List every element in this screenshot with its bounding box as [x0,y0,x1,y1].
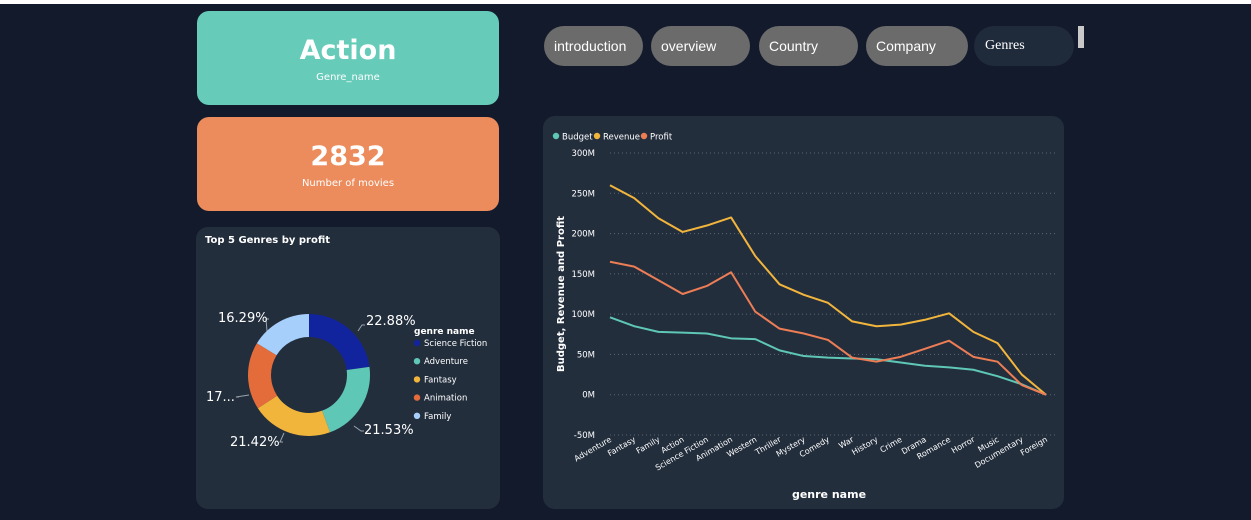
x-tick-label: Family [635,435,662,456]
y-tick-label: 150M [571,270,595,280]
donut-slice [256,314,309,356]
genre-value: Action [299,34,397,66]
genre-card: Action Genre_name [197,11,499,105]
donut-leader-line [353,425,364,432]
donut-legend-item: Fantasy [424,375,457,385]
scrollbar-thumb[interactable] [1078,26,1084,48]
series-line-profit [609,260,1047,396]
donut-leader-line [265,318,269,332]
tab-introduction[interactable]: introduction [544,26,643,66]
donut-legend-item: Adventure [424,357,468,367]
donut-chart: 22.88% 21.53% 21.42% 17... 16.29% genre name S… [206,311,487,450]
donut-legend-item: Family [424,412,451,422]
legend-marker [552,132,560,140]
legend-marker [413,376,421,383]
x-axis-label: genre name [792,488,866,501]
top-border [0,0,1251,4]
x-tick-label: Horror [950,435,977,456]
donut-data-label: 16.29% [218,311,268,326]
legend-marker [413,412,421,419]
legend-marker [413,339,421,347]
donut-slice [309,314,370,370]
line-chart-panel: Budget Revenue Profit 300M 250M 200M 150M 100M 5… [543,116,1064,509]
donut-leader-line [235,394,250,398]
legend-marker [413,394,421,401]
y-tick-label: 250M [571,189,595,199]
donut-chart-panel: Top 5 Genres by profit 22.88% 21.53% 21.42… [196,227,500,509]
donut-data-label: 21.42% [230,435,280,450]
tab-genres[interactable]: Genres [974,26,1074,66]
y-tick-label: 100M [571,310,595,320]
donut-slice [257,395,330,436]
movies-count-value: 2832 [310,140,386,172]
donut-leader-line [357,324,365,332]
y-tick-label: 300M [571,149,595,159]
donut-slice [248,343,278,409]
movies-count-card: 2832 Number of movies [197,117,499,211]
donut-leader-line [279,432,285,443]
tab-overview[interactable]: overview [651,26,750,66]
movies-count-label: Number of movies [301,177,395,189]
legend-marker [413,358,421,365]
donut-legend-item: Science Fiction [424,339,487,349]
legend-marker [593,132,601,140]
donut-data-label: 17... [206,390,235,405]
x-tick-label: Foreign [1019,435,1049,458]
line-legend-item: Budget [562,133,593,143]
x-tick-label: Crime [879,435,904,455]
line-chart: Budget Revenue Profit 300M 250M 200M 150M 100M 5… [552,132,1055,501]
y-tick-label: -50M [574,431,595,441]
legend-marker [640,132,648,140]
series-line-revenue [609,184,1047,396]
y-axis-label: Budget, Revenue and Profit [556,216,567,372]
line-legend-item: Revenue [603,133,640,143]
donut-data-label: 22.88% [366,314,416,329]
donut-legend-item: Animation [424,394,467,404]
donut-chart-title: Top 5 Genres by profit [205,235,331,246]
x-tick-label: History [850,435,879,457]
donut-legend-title: genre name [414,327,475,337]
tab-company[interactable]: Company [866,26,968,66]
donut-slice [322,366,370,433]
donut-data-label: 21.53% [364,423,414,438]
x-tick-label: Fantasy [606,435,637,458]
y-tick-label: 50M [577,350,595,360]
line-legend-item: Profit [650,133,673,143]
y-tick-label: 0M [582,391,595,401]
genre-label: Genre_name [316,71,380,83]
series-line-budget [609,316,1047,396]
y-tick-label: 200M [571,230,595,240]
tab-country[interactable]: Country [759,26,858,66]
